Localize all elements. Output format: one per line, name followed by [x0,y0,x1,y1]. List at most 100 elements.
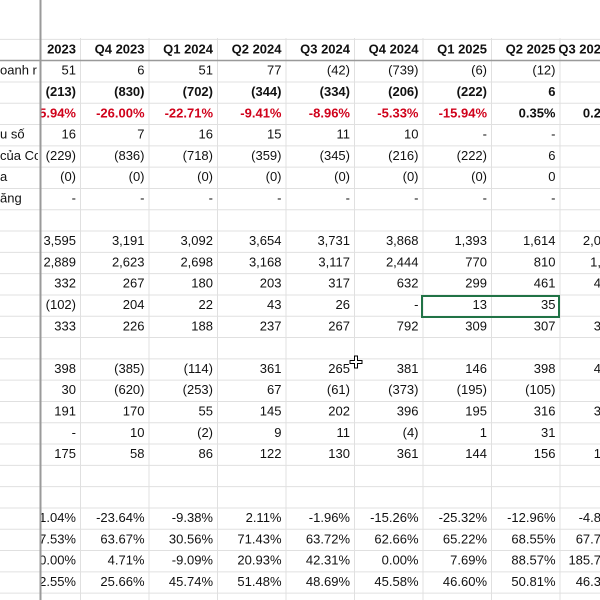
cell: -8.96% [309,105,351,120]
cell: (2) [197,425,213,440]
cell: 35 [541,297,555,312]
cell: (4) [403,425,419,440]
cell: -22.71% [165,105,214,120]
cell: 810 [534,254,556,269]
cell: 3,731 [317,233,350,248]
cell: (620) [114,382,144,397]
cell: 86 [199,446,213,461]
cell: - [414,191,418,206]
cell: (344) [251,84,281,99]
cell: (0) [266,169,282,184]
cell: (222) [457,84,487,99]
row-label: u số [0,127,25,142]
cell: 316 [534,404,556,419]
cell: 51 [62,63,76,78]
cell: 46.3 [576,574,600,589]
cell: (6) [471,63,487,78]
cell: 0.35% [519,105,556,120]
cell: 770 [465,254,487,269]
cell: 62.66% [374,531,419,546]
row-label: của Co [0,148,41,163]
cell: (216) [388,148,418,163]
cell: 3 [594,318,600,333]
column-header: Q2 2025 [506,41,556,56]
cell: 0.00% [39,553,76,568]
cell: 31 [541,425,555,440]
cell: -23.64% [96,510,145,525]
column-header: Q2 2024 [232,41,283,56]
cell: 1,393 [454,233,487,248]
cell: -4.8 [579,510,600,525]
cell: (359) [251,148,281,163]
cell: 48.69% [306,574,351,589]
cell: (213) [46,84,76,99]
cell: 3,654 [249,233,282,248]
cell: 202 [328,404,350,419]
cell: (195) [457,382,487,397]
cell-area[interactable]: 2023 Q4 2023 Q1 2024 Q2 2024 Q3 2024 Q4 2024 Q… [39,41,600,589]
cell: (114) [184,361,213,376]
cell: 0.2 [583,105,600,120]
cell: 0.00% [382,553,419,568]
cell: 2.55% [39,574,76,589]
cell: - [140,191,144,206]
cell: -5.33% [377,105,419,120]
cell: 361 [260,361,282,376]
cell: 88.57% [511,553,556,568]
label-column: oanh r u số của Co a ăng [0,63,41,206]
cell: 1 [480,425,487,440]
cell: - [346,191,350,206]
cell: (830) [114,84,144,99]
cell: (0) [471,169,487,184]
cell: 55 [199,404,213,419]
cell: - [551,127,555,142]
column-header: Q4 2023 [95,41,145,56]
cell: 13 [473,297,487,312]
cell: - [277,191,281,206]
cell: 15 [267,127,281,142]
cell: 42.31% [306,553,351,568]
cell: 45.74% [169,574,214,589]
cell: (12) [532,63,555,78]
cell: (718) [183,148,213,163]
cell: 65.22% [443,531,488,546]
cell: - [483,191,487,206]
cell: 3 [594,404,600,419]
cell: 317 [328,276,350,291]
cell: - [72,191,76,206]
cell: (0) [60,169,76,184]
cell: 7.53% [39,531,76,546]
cell: -12.96% [507,510,556,525]
cell: 67.7 [576,531,600,546]
cell: 191 [54,404,76,419]
cell: (0) [403,169,419,184]
cell: 2,0 [583,233,600,248]
cell: 7 [137,127,144,142]
cell: 195 [465,404,487,419]
column-header: 2023 [47,41,76,56]
cell: - [483,127,487,142]
cell: - [551,191,555,206]
cell: 188 [191,318,213,333]
cell: (373) [388,382,418,397]
cell: (345) [320,148,350,163]
cell: (0) [197,169,213,184]
cell: 1,614 [523,233,556,248]
cell: 16 [199,127,213,142]
cell: 4.71% [108,553,145,568]
column-header: Q3 2024 [300,41,351,56]
cell: - [414,297,418,312]
cell: (0) [129,169,145,184]
cell: (702) [183,84,213,99]
cell: 6 [137,63,144,78]
cell: 0 [548,169,555,184]
cell: 265 [328,361,350,376]
cell: - [72,425,76,440]
cell: 1, [590,254,600,269]
column-header: Q4 2024 [369,41,420,56]
cell: 5.94% [39,105,76,120]
cell: 2,444 [386,254,419,269]
cell: (253) [183,382,213,397]
